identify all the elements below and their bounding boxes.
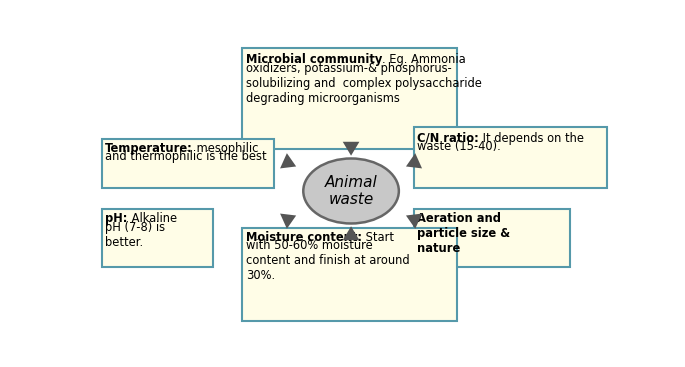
Text: pH (7-8) is
better.: pH (7-8) is better. xyxy=(105,221,165,249)
Text: Temperature:: Temperature: xyxy=(105,142,193,155)
FancyArrowPatch shape xyxy=(406,214,422,229)
Text: Moisture content:: Moisture content: xyxy=(246,230,362,244)
Text: oxidizers, potassium-& phosphorus-
solubilizing and  complex polysaccharide
degr: oxidizers, potassium-& phosphorus- solub… xyxy=(246,62,482,105)
Ellipse shape xyxy=(303,159,399,224)
Text: Start: Start xyxy=(362,230,394,244)
Text: mesophilic: mesophilic xyxy=(193,142,258,155)
Text: . Eg. Ammonia: . Eg. Ammonia xyxy=(382,53,466,66)
FancyBboxPatch shape xyxy=(414,209,571,267)
Text: Animal
waste: Animal waste xyxy=(325,175,377,207)
Text: waste (15-40).: waste (15-40). xyxy=(417,141,501,153)
FancyArrowPatch shape xyxy=(280,214,296,229)
FancyArrowPatch shape xyxy=(406,153,422,168)
Text: C/N ratio:: C/N ratio: xyxy=(417,132,479,145)
FancyBboxPatch shape xyxy=(242,48,457,149)
Text: Microbial community: Microbial community xyxy=(246,53,382,66)
FancyBboxPatch shape xyxy=(242,228,457,321)
Text: pH:: pH: xyxy=(105,212,127,225)
FancyArrowPatch shape xyxy=(342,142,360,156)
FancyArrowPatch shape xyxy=(342,226,360,240)
Text: with 50-60% moisture
content and finish at around
30%.: with 50-60% moisture content and finish … xyxy=(246,239,410,282)
Text: Alkaline: Alkaline xyxy=(127,212,177,225)
FancyArrowPatch shape xyxy=(280,153,296,168)
FancyBboxPatch shape xyxy=(101,139,274,188)
Text: Aeration and
particle size &
nature: Aeration and particle size & nature xyxy=(417,212,511,255)
FancyBboxPatch shape xyxy=(101,209,213,267)
Text: It depends on the: It depends on the xyxy=(479,132,584,145)
FancyBboxPatch shape xyxy=(414,127,608,188)
Text: and thermophilic is the best: and thermophilic is the best xyxy=(105,150,267,163)
